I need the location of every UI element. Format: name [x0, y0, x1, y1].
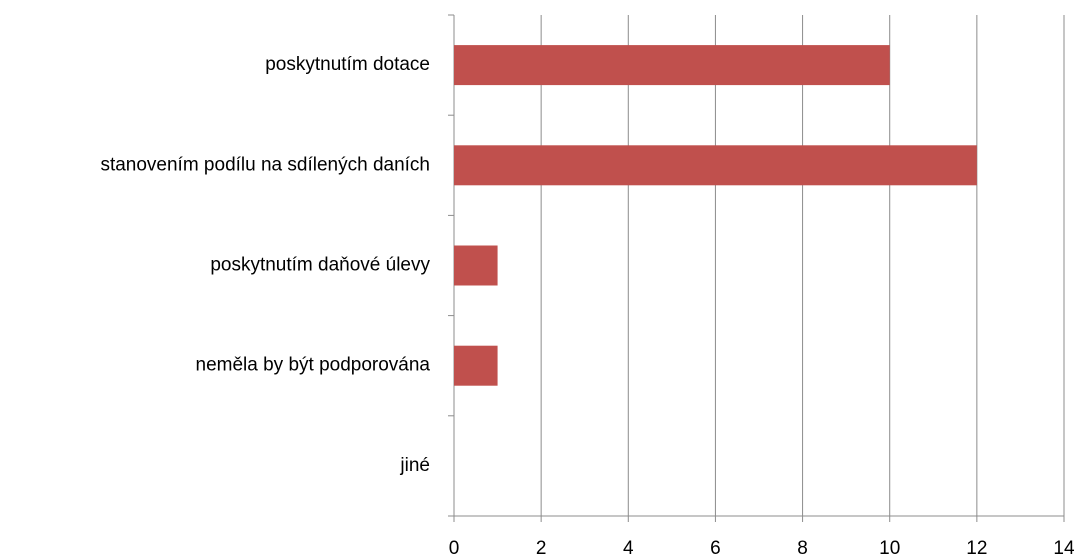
- bar: [454, 345, 498, 386]
- x-tick-label: 14: [1053, 538, 1075, 559]
- x-tick-label: 10: [879, 538, 900, 559]
- y-tick-label: jiné: [399, 455, 430, 476]
- x-tick-label: 2: [536, 538, 547, 559]
- bar: [454, 245, 498, 286]
- x-tick-label: 6: [710, 538, 721, 559]
- x-tick-label: 4: [623, 538, 634, 559]
- y-tick-label: poskytnutím dotace: [265, 54, 430, 75]
- y-tick-label: neměla by být podporována: [196, 355, 431, 376]
- bar: [454, 45, 890, 86]
- x-tick-label: 0: [449, 538, 460, 559]
- y-tick-label: stanovením podílu na sdílených daních: [100, 154, 430, 175]
- y-tick-label: poskytnutím daňové úlevy: [210, 255, 430, 276]
- x-tick-label: 8: [797, 538, 808, 559]
- x-tick-label: 12: [966, 538, 987, 559]
- bar: [454, 145, 977, 186]
